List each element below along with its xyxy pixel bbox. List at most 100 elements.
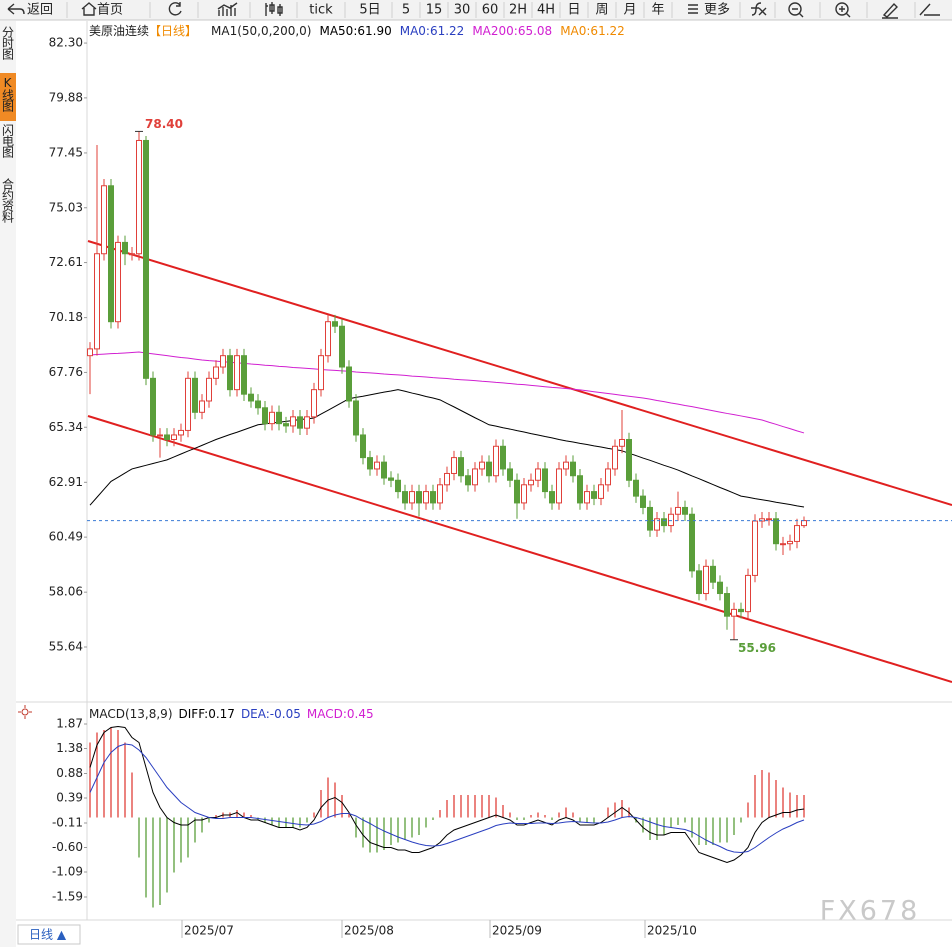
candle-body — [598, 484, 604, 499]
toolbar-button[interactable]: 15 — [426, 3, 443, 18]
candle-body — [619, 438, 625, 447]
candle-body — [402, 491, 408, 504]
candle-body — [626, 438, 632, 481]
legend-item: 美原油连续 — [89, 23, 149, 38]
candle-body — [486, 461, 492, 477]
candle-body — [563, 461, 569, 470]
y-tick-label: -0.11 — [52, 816, 83, 830]
toolbar-button[interactable]: tick — [309, 3, 333, 18]
candle-body — [612, 445, 618, 470]
candle-body — [773, 518, 779, 545]
y-tick-label: 67.76 — [49, 365, 83, 379]
candle-body — [213, 366, 219, 379]
candle-body — [801, 520, 807, 527]
toolbar-button[interactable]: 月 — [623, 3, 636, 18]
candle-body — [122, 241, 128, 255]
candle-body — [381, 461, 387, 479]
macd-settings-icon[interactable] — [21, 708, 29, 716]
candle-body — [290, 416, 296, 427]
upper-trendline — [87, 240, 952, 506]
toolbar-button[interactable]: 返回 — [27, 3, 53, 18]
tool-icon[interactable] — [919, 3, 940, 16]
legend-item: DIFF:0.17 — [179, 707, 235, 721]
refresh-icon[interactable] — [168, 2, 182, 16]
candle-body — [374, 461, 380, 470]
toolbar-button[interactable]: 5 — [402, 3, 410, 18]
candle-body — [696, 570, 702, 595]
legend-item: MA1(50,0,200,0) — [211, 24, 311, 38]
candle-body — [248, 393, 254, 402]
candle-body — [220, 355, 226, 368]
candle-body — [458, 457, 464, 477]
more-icon[interactable] — [688, 4, 698, 14]
toolbar-button[interactable]: 日 — [567, 3, 580, 18]
toolbar-button[interactable]: 年 — [651, 3, 664, 18]
candle-body — [738, 608, 744, 613]
zoom-in-icon[interactable] — [835, 2, 849, 16]
candle-body — [283, 423, 289, 427]
trend-icon[interactable] — [217, 2, 238, 16]
toolbar-separators — [66, 2, 916, 18]
y-tick-label: 82.30 — [49, 36, 83, 50]
candle-body — [276, 411, 282, 425]
candle-body — [311, 389, 317, 418]
y-tick-label: -0.60 — [52, 840, 83, 854]
side-tab[interactable]: 合约资料 — [1, 177, 15, 223]
candle-body — [325, 321, 331, 357]
candle-body — [304, 416, 310, 429]
candle-icon[interactable] — [265, 2, 283, 16]
candle-body — [395, 479, 401, 493]
toolbar-button[interactable]: 4H — [537, 3, 555, 18]
candle-body — [192, 377, 198, 413]
bottom-tab-box[interactable] — [17, 924, 81, 945]
toolbar-button[interactable]: 2H — [509, 3, 527, 18]
back-icon[interactable] — [7, 3, 25, 15]
y-tick-label: 1.38 — [56, 741, 83, 755]
y-tick-label: 0.88 — [56, 766, 83, 780]
side-tab[interactable]: 分时图 — [1, 26, 15, 60]
candle-body — [255, 400, 261, 409]
draw-icon[interactable] — [882, 2, 898, 19]
macd-line — [89, 743, 805, 854]
candle-body — [129, 253, 135, 256]
toolbar-button[interactable]: 周 — [595, 3, 608, 18]
y-tick-label: 77.45 — [49, 145, 83, 159]
lower-trendline — [87, 415, 952, 683]
candle-body — [780, 543, 786, 546]
candle-body — [724, 593, 730, 617]
home-icon[interactable] — [81, 2, 97, 16]
candle-body — [150, 377, 156, 436]
side-tab[interactable]: 闪电图 — [1, 124, 15, 158]
candle-body — [206, 377, 212, 402]
candle-body — [360, 434, 366, 459]
toolbar-button[interactable]: 5日 — [359, 3, 380, 18]
y-tick-label: 75.03 — [49, 200, 83, 214]
candle-body — [787, 540, 793, 545]
active-tab-bg — [0, 73, 16, 121]
legend-item: MA0:61.22 — [400, 24, 465, 38]
zoom-out-icon[interactable] — [788, 2, 802, 16]
macd-line — [89, 725, 805, 864]
candle-body — [668, 513, 674, 527]
toolbar-button[interactable]: 首页 — [97, 3, 123, 18]
side-tab[interactable]: K线图 — [1, 76, 15, 112]
sidebar — [0, 21, 16, 947]
candle-body — [87, 348, 93, 357]
candle-body — [654, 518, 660, 531]
y-tick-label: 58.06 — [49, 585, 83, 599]
candle-body — [542, 468, 548, 493]
candle-body — [584, 491, 590, 504]
toolbar-button[interactable]: 更多 — [704, 2, 730, 18]
candle-body — [171, 434, 177, 440]
ma-line — [89, 351, 805, 434]
candle-body — [332, 321, 338, 327]
bottom-tab[interactable]: 日线 ▲ — [29, 928, 67, 942]
candle-body — [472, 468, 478, 486]
toolbar-button[interactable]: 60 — [482, 3, 499, 18]
y-tick-label: 70.18 — [49, 310, 83, 324]
toolbar-button[interactable]: 30 — [454, 3, 471, 18]
x-tick-label: 2025/08 — [344, 924, 394, 938]
fx-icon[interactable] — [751, 2, 767, 16]
candle-body — [227, 355, 233, 391]
